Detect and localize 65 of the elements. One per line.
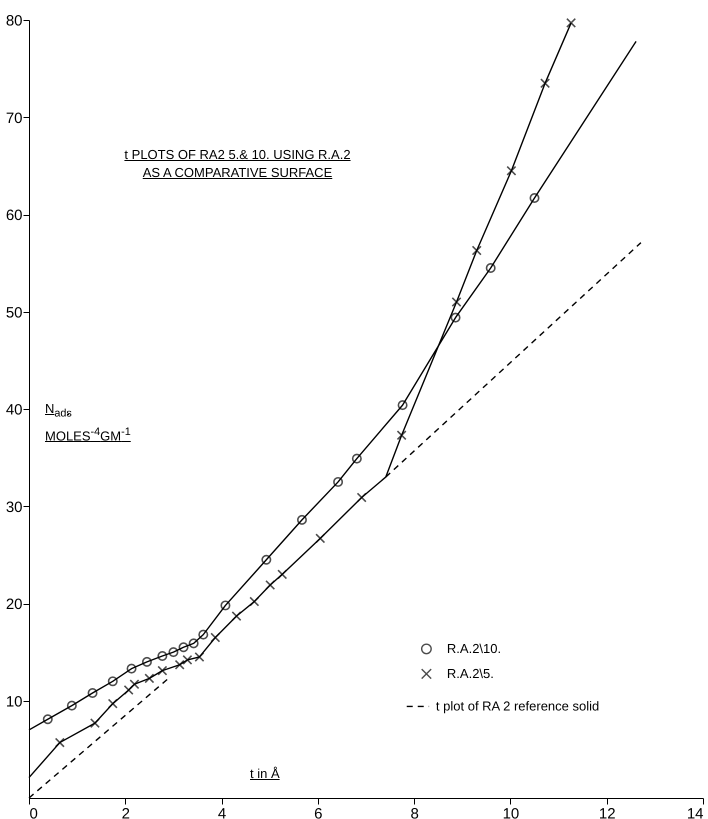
legend-label: R.A.2\10. xyxy=(446,640,502,656)
legend-label: R.A.2\5. xyxy=(446,666,494,681)
point xyxy=(157,651,168,661)
legend-label: t plot of RA 2 reference solid xyxy=(436,698,600,714)
point xyxy=(157,666,168,676)
point xyxy=(333,476,344,487)
point xyxy=(452,297,462,308)
point xyxy=(194,652,204,662)
point xyxy=(90,718,100,728)
x-tick-label: 0 xyxy=(30,806,38,819)
x-axis-title: t in Å xyxy=(250,765,280,783)
point xyxy=(144,673,154,684)
y-tick-label: 70 xyxy=(6,110,22,127)
x-tick-label: 2 xyxy=(122,806,130,819)
point xyxy=(220,600,230,610)
point xyxy=(188,638,199,648)
point xyxy=(182,654,192,665)
point xyxy=(232,611,242,622)
point xyxy=(88,688,98,698)
point xyxy=(540,78,550,88)
point xyxy=(265,580,276,590)
x-tick-label: 6 xyxy=(314,806,323,819)
y-axis-title: N$_{ads}$ MOLES$^{-4}$GM$^{-1}$ xyxy=(45,400,132,445)
point xyxy=(566,18,576,28)
point xyxy=(198,630,208,640)
point xyxy=(168,647,178,658)
point xyxy=(124,685,134,696)
point xyxy=(315,533,326,544)
x-tick-label: 14 xyxy=(686,806,704,819)
point xyxy=(530,192,540,203)
point xyxy=(42,714,53,724)
point xyxy=(108,698,118,709)
point xyxy=(506,166,516,176)
point xyxy=(398,400,408,410)
point xyxy=(296,514,307,525)
point xyxy=(142,656,152,667)
y-tick-label: 20 xyxy=(6,596,22,613)
point xyxy=(450,312,461,323)
y-tick-label: 30 xyxy=(6,498,22,516)
point xyxy=(261,554,272,565)
y-tick-label: 10 xyxy=(6,693,22,710)
point xyxy=(174,660,185,670)
point xyxy=(178,642,189,652)
y-tick-label: 50 xyxy=(6,304,22,322)
x-tick-label: 10 xyxy=(502,806,520,819)
y-tick-label: 60 xyxy=(6,207,22,224)
point xyxy=(54,738,65,748)
y-tick-label: 80 xyxy=(6,12,22,30)
x-tick-label: 8 xyxy=(410,806,419,819)
y-tick-label: 40 xyxy=(6,402,22,418)
point xyxy=(396,430,407,440)
point xyxy=(210,632,220,643)
point xyxy=(277,569,288,580)
point xyxy=(472,246,482,256)
point xyxy=(126,664,137,674)
point xyxy=(352,454,362,464)
point xyxy=(108,676,118,686)
point xyxy=(356,492,367,502)
point xyxy=(129,679,140,690)
x-tick-label: 12 xyxy=(598,806,616,819)
point xyxy=(486,263,496,273)
point xyxy=(66,700,77,711)
point xyxy=(249,596,260,607)
text: t PLOTS OF RA2 5.& 10. USING R.A.2 AS A COMPARATIVE SURFACE xyxy=(123,146,352,182)
x-tick-label: 4 xyxy=(218,806,226,819)
